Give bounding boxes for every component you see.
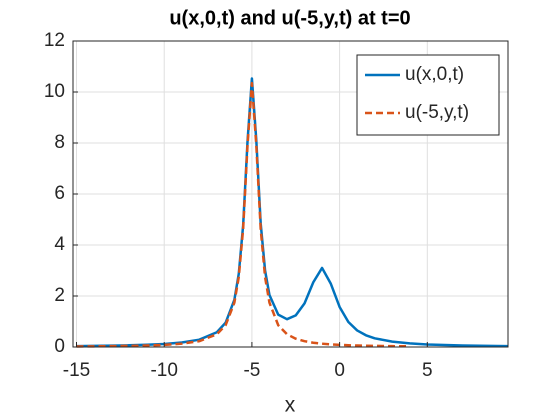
x-axis-label: x (285, 394, 296, 417)
x-tick-label: -15 (63, 360, 90, 381)
x-tick-label: 5 (422, 360, 433, 381)
legend-label: u(x,0,t) (405, 64, 464, 85)
y-tick-label: 10 (44, 81, 65, 102)
y-tick-label: 4 (54, 234, 65, 255)
chart-title: u(x,0,t) and u(-5,y,t) at t=0 (169, 7, 410, 29)
y-tick-label: 0 (54, 336, 65, 357)
data-line (76, 77, 509, 348)
legend-box (356, 54, 500, 136)
y-tick-label: 12 (44, 30, 65, 51)
x-tick-label: -5 (243, 360, 260, 381)
x-tick-label: 0 (334, 360, 345, 381)
plot-area (76, 77, 509, 348)
y-tick-label: 2 (54, 285, 65, 306)
y-tick-label: 8 (54, 132, 65, 153)
x-tick-label: -10 (150, 360, 177, 381)
legend-label: u(-5,y,t) (405, 102, 469, 123)
data-line (76, 81, 410, 348)
y-tick-label: 6 (54, 183, 65, 204)
legend: u(x,0,t) u(-5,y,t) (356, 54, 500, 136)
